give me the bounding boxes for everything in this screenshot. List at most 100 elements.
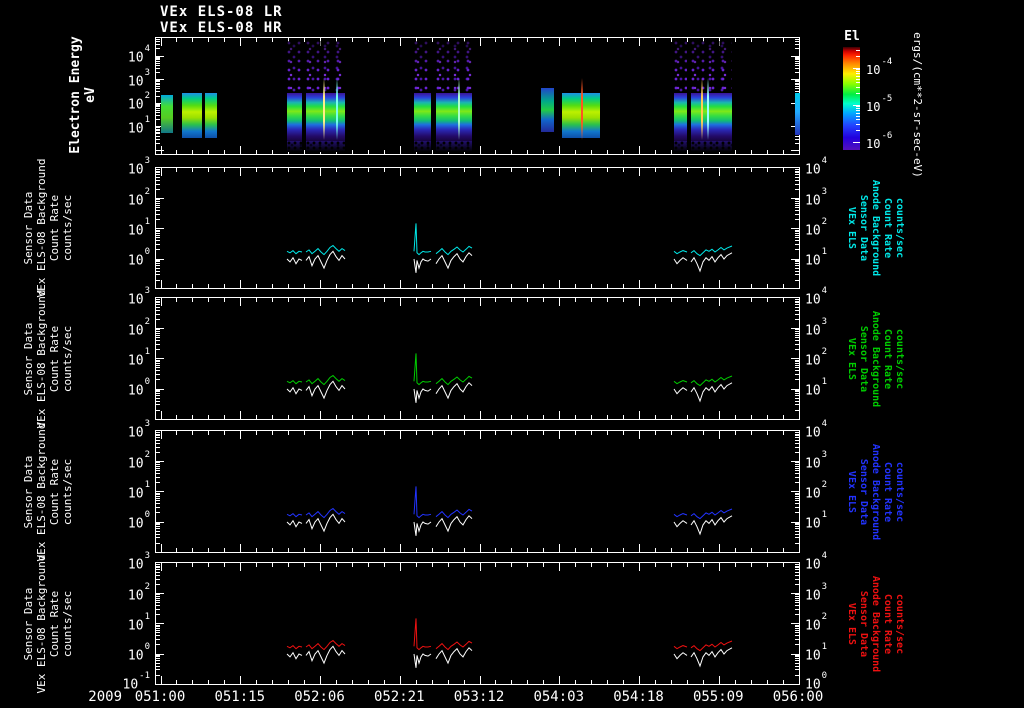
x-major-tick bbox=[160, 280, 162, 288]
y-minor-tick bbox=[795, 635, 799, 637]
y-minor-tick bbox=[795, 656, 799, 658]
x-major-tick bbox=[160, 298, 162, 306]
y-minor-tick bbox=[156, 330, 160, 332]
tick-base: 10 bbox=[127, 455, 144, 471]
y-minor-tick bbox=[156, 526, 160, 528]
x-minor-tick bbox=[734, 168, 736, 172]
x-minor-tick bbox=[288, 168, 290, 172]
energy-flux-band bbox=[541, 88, 554, 132]
y-minor-tick bbox=[156, 337, 160, 339]
x-minor-tick bbox=[607, 548, 609, 552]
tick-base: 10 bbox=[805, 557, 821, 573]
x-minor-tick bbox=[351, 548, 353, 552]
axis-label-line: Count Rate bbox=[48, 590, 61, 657]
y-minor-tick bbox=[156, 133, 160, 135]
x-minor-tick bbox=[511, 431, 513, 435]
x-minor-tick bbox=[208, 680, 210, 684]
x-major-tick bbox=[160, 544, 162, 552]
y-minor-tick bbox=[795, 219, 799, 221]
x-major-tick bbox=[160, 38, 162, 46]
y-minor-tick bbox=[156, 299, 160, 301]
y-minor-tick bbox=[795, 362, 799, 364]
x-minor-tick bbox=[527, 298, 529, 302]
lr-background-line bbox=[286, 256, 303, 265]
x-minor-tick bbox=[447, 680, 449, 684]
x-minor-tick bbox=[591, 298, 593, 302]
y-minor-tick bbox=[156, 103, 160, 105]
x-major-tick bbox=[399, 544, 401, 552]
x-axis-time-label: 054:18 bbox=[613, 689, 664, 705]
line-panel-right-tick-label: 103 bbox=[805, 450, 865, 470]
x-minor-tick bbox=[782, 38, 784, 42]
tick-base: 10 bbox=[866, 137, 881, 151]
x-minor-tick bbox=[591, 680, 593, 684]
y-minor-tick bbox=[795, 67, 799, 69]
x-minor-tick bbox=[782, 563, 784, 567]
x-minor-tick bbox=[654, 298, 656, 302]
y-minor-tick bbox=[156, 674, 160, 676]
y-major-tick bbox=[791, 388, 799, 390]
x-minor-tick bbox=[527, 563, 529, 567]
low-energy-speckle bbox=[436, 141, 472, 152]
x-major-tick bbox=[479, 168, 481, 176]
lr-background-line bbox=[305, 513, 346, 533]
x-minor-tick bbox=[654, 150, 656, 154]
x-minor-tick bbox=[575, 563, 577, 567]
x-minor-tick bbox=[766, 298, 768, 302]
x-minor-tick bbox=[351, 150, 353, 154]
hr-anode-background-line bbox=[690, 375, 733, 387]
y-minor-tick bbox=[795, 437, 799, 439]
x-minor-tick bbox=[351, 168, 353, 172]
anode-background-axis-label: VEx ELS Sensor Data Anode Background Count … bbox=[842, 544, 908, 704]
tick-base: 10 bbox=[805, 425, 821, 441]
tick-base: 10 bbox=[127, 73, 144, 89]
x-minor-tick bbox=[415, 548, 417, 552]
y-minor-tick bbox=[795, 522, 799, 524]
x-minor-tick bbox=[208, 548, 210, 552]
x-minor-tick bbox=[304, 150, 306, 154]
tick-exponent: 1 bbox=[144, 611, 150, 622]
colorbar-minor-tick bbox=[856, 112, 860, 114]
x-minor-tick bbox=[543, 298, 545, 302]
x-minor-tick bbox=[495, 38, 497, 42]
y-minor-tick bbox=[795, 170, 799, 172]
tick-exponent: 1 bbox=[144, 216, 150, 227]
x-major-tick bbox=[798, 168, 800, 176]
hr-anode-background-line bbox=[286, 644, 303, 650]
colorbar-units-label: ergs/(cm**2-sr-sec-eV) bbox=[911, 32, 924, 178]
x-minor-tick bbox=[766, 563, 768, 567]
y-minor-tick bbox=[156, 210, 160, 212]
x-major-tick bbox=[320, 280, 321, 288]
tick-base: 10 bbox=[805, 383, 821, 399]
y-minor-tick bbox=[795, 41, 799, 43]
x-major-tick bbox=[798, 298, 800, 306]
line-panel-left-tick-label: 103 bbox=[94, 551, 150, 571]
colorbar bbox=[843, 47, 860, 150]
x-minor-tick bbox=[543, 38, 545, 42]
y-minor-tick bbox=[156, 669, 160, 671]
x-minor-tick bbox=[383, 431, 385, 435]
x-minor-tick bbox=[272, 563, 274, 567]
x-minor-tick bbox=[734, 431, 736, 435]
y-minor-tick bbox=[156, 374, 160, 376]
x-major-tick bbox=[479, 411, 481, 419]
y-minor-tick bbox=[156, 409, 160, 411]
y-minor-tick bbox=[795, 451, 799, 453]
line-panel-left-tick-label: 103 bbox=[94, 419, 150, 439]
x-major-tick bbox=[479, 38, 481, 46]
x-minor-tick bbox=[351, 298, 353, 302]
axis-label-line: Anode Background bbox=[870, 575, 881, 672]
x-minor-tick bbox=[224, 168, 226, 172]
x-minor-tick bbox=[591, 415, 593, 419]
axis-label-line: counts/sec bbox=[894, 593, 905, 654]
x-major-tick bbox=[798, 280, 800, 288]
tick-base: 10 bbox=[805, 292, 821, 308]
x-minor-tick bbox=[511, 38, 513, 42]
y-minor-tick bbox=[156, 362, 160, 364]
tick-exponent: -5 bbox=[881, 94, 893, 104]
tick-exponent: 0 bbox=[144, 377, 150, 387]
line-panel-right-tick-label: 103 bbox=[805, 317, 865, 337]
x-minor-tick bbox=[288, 38, 290, 42]
y-minor-tick bbox=[795, 213, 799, 215]
tick-base: 10 bbox=[805, 223, 821, 239]
